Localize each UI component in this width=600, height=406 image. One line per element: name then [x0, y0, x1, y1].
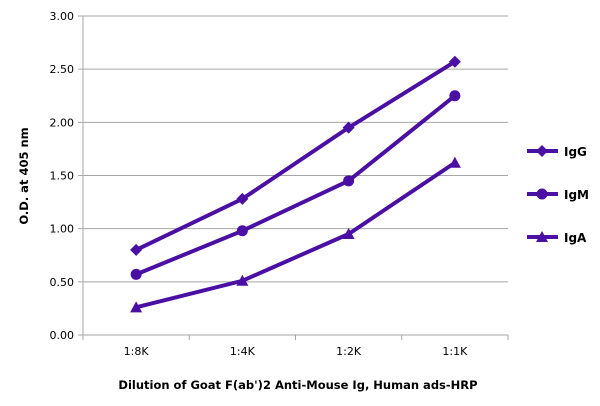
triangle-marker [130, 301, 143, 313]
series-line [135, 60, 456, 252]
legend-item-igm: IgM [527, 188, 589, 202]
series-iga [130, 156, 461, 313]
legend-diamond-icon [536, 145, 548, 157]
legend-item-iga: IgA [527, 231, 587, 245]
x-tick-label: 1:4K [230, 345, 256, 358]
legend-label: IgG [564, 145, 587, 159]
legend-label: IgM [564, 188, 589, 202]
diamond-marker [236, 192, 249, 205]
series-line [135, 94, 457, 277]
legend-circle-icon [536, 188, 548, 200]
series-igm [130, 90, 461, 280]
diamond-marker [448, 55, 461, 68]
x-tick-label: 1:1K [442, 345, 468, 358]
circle-marker [236, 225, 248, 237]
circle-marker [449, 90, 461, 102]
series-line [135, 161, 456, 310]
x-axis-title: Dilution of Goat F(ab')2 Anti-Mouse Ig, … [118, 378, 477, 392]
y-tick-label: 1.50 [50, 170, 75, 183]
y-tick-label: 2.50 [50, 63, 75, 76]
circle-marker [130, 268, 142, 280]
y-tick-label: 3.00 [50, 10, 75, 23]
circle-marker [343, 175, 355, 187]
triangle-marker [236, 274, 249, 286]
triangle-marker [342, 227, 355, 239]
x-tick-label: 1:2K [336, 345, 362, 358]
legend-item-igg: IgG [527, 145, 587, 159]
diamond-marker [342, 121, 355, 134]
y-tick-label: 2.00 [50, 116, 75, 129]
x-tick-label: 1:8K [124, 345, 150, 358]
y-tick-label: 1.00 [50, 223, 75, 236]
y-tick-label: 0.00 [50, 329, 75, 342]
legend-triangle-icon [536, 231, 548, 242]
series-igg [130, 55, 461, 256]
y-axis-title: O.D. at 405 nm [17, 127, 31, 224]
diamond-marker [130, 243, 143, 256]
legend-label: IgA [564, 231, 587, 245]
y-tick-label: 0.50 [50, 276, 75, 289]
triangle-marker [448, 156, 461, 168]
